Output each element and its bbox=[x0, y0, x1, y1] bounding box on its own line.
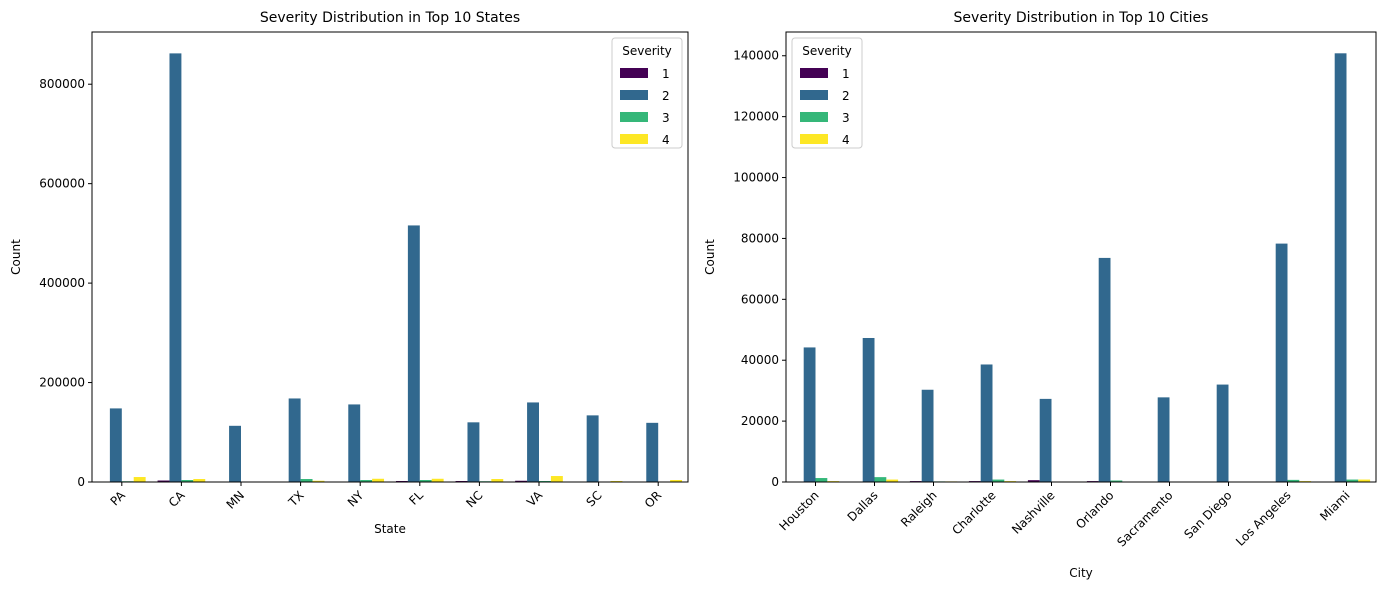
bar-miami-severity-2 bbox=[1334, 53, 1347, 483]
legend-label-severity-2: 2 bbox=[842, 89, 850, 103]
bar-or-severity-4 bbox=[670, 480, 683, 482]
bar-pa-severity-4 bbox=[133, 477, 146, 482]
states-chart: Severity Distribution in Top 10 States S… bbox=[9, 10, 689, 536]
y-tick-label: 600000 bbox=[39, 177, 85, 191]
bar-ny-severity-4 bbox=[372, 478, 385, 482]
bar-va-severity-2 bbox=[527, 402, 539, 482]
bar-ca-severity-1 bbox=[157, 480, 170, 482]
legend-swatch-severity-3 bbox=[800, 112, 828, 122]
bar-charlotte-severity-3 bbox=[992, 479, 1005, 482]
bar-or-severity-2 bbox=[646, 422, 659, 482]
bar-ny-severity-3 bbox=[360, 480, 373, 482]
y-tick-label: 0 bbox=[771, 475, 779, 489]
legend-swatch-severity-2 bbox=[620, 90, 648, 100]
y-tick-label: 80000 bbox=[741, 231, 779, 245]
legend-title: Severity bbox=[622, 44, 672, 58]
legend-label-severity-4: 4 bbox=[842, 133, 850, 147]
chart-title: Severity Distribution in Top 10 States bbox=[260, 10, 520, 26]
bar-miami-severity-3 bbox=[1346, 479, 1359, 482]
bar-nashville-severity-2 bbox=[1039, 398, 1052, 482]
y-axis-label: Count bbox=[9, 239, 23, 275]
bar-nc-severity-2 bbox=[467, 422, 480, 482]
bar-fl-severity-4 bbox=[431, 478, 444, 482]
bar-ca-severity-4 bbox=[193, 479, 206, 482]
bar-miami-severity-4 bbox=[1358, 479, 1371, 482]
bar-tx-severity-2 bbox=[288, 398, 301, 482]
legend: Severity 1 2 3 4 bbox=[791, 37, 863, 149]
y-axis-label: Count bbox=[703, 239, 717, 275]
y-tick-label: 20000 bbox=[741, 414, 779, 428]
plot-frame bbox=[91, 31, 689, 483]
legend-swatch-severity-1 bbox=[620, 68, 648, 78]
bar-ny-severity-2 bbox=[348, 404, 361, 482]
y-tick-label: 60000 bbox=[741, 292, 779, 306]
plot-frame bbox=[785, 31, 1377, 483]
bar-ca-severity-2 bbox=[169, 53, 182, 482]
y-axis-ticks: 0 20000 40000 60000 80000 100000 120000 140000 bbox=[733, 49, 786, 489]
bar-pa-severity-2 bbox=[109, 408, 122, 482]
legend-label-severity-1: 1 bbox=[662, 67, 670, 81]
bar-sc-severity-2 bbox=[586, 415, 599, 482]
bar-nc-severity-4 bbox=[491, 479, 504, 482]
bar-houston-severity-2 bbox=[803, 347, 816, 482]
y-tick-label: 140000 bbox=[733, 49, 779, 63]
bar-raleigh-severity-2 bbox=[921, 389, 934, 482]
bar-ca-severity-3 bbox=[181, 480, 194, 482]
bar-sacramento-severity-2 bbox=[1157, 397, 1170, 482]
legend-title: Severity bbox=[802, 44, 852, 58]
bar-tx-severity-3 bbox=[300, 479, 313, 482]
legend-swatch-severity-1 bbox=[800, 68, 828, 78]
y-tick-label: 40000 bbox=[741, 353, 779, 367]
bar-orlando-severity-3 bbox=[1110, 480, 1123, 482]
bar-los-angeles-severity-3 bbox=[1287, 479, 1300, 482]
bar-mn-severity-2 bbox=[229, 425, 241, 482]
bar-va-severity-4 bbox=[550, 476, 563, 482]
bar-dallas-severity-3 bbox=[874, 477, 887, 482]
legend-label-severity-2: 2 bbox=[662, 89, 670, 103]
bar-nashville-severity-1 bbox=[1027, 480, 1040, 482]
bar-san-diego-severity-2 bbox=[1216, 384, 1229, 482]
legend-swatch-severity-2 bbox=[800, 90, 828, 100]
legend-label-severity-3: 3 bbox=[842, 111, 850, 125]
chart-title: Severity Distribution in Top 10 Cities bbox=[954, 10, 1209, 26]
y-tick-label: 800000 bbox=[39, 77, 85, 91]
bar-charlotte-severity-2 bbox=[980, 364, 993, 482]
legend-label-severity-3: 3 bbox=[662, 111, 670, 125]
y-tick-label: 200000 bbox=[39, 376, 85, 390]
bar-dallas-severity-4 bbox=[886, 479, 899, 482]
legend-label-severity-4: 4 bbox=[662, 133, 670, 147]
legend-label-severity-1: 1 bbox=[842, 67, 850, 81]
bar-fl-severity-3 bbox=[419, 480, 432, 482]
bar-orlando-severity-2 bbox=[1098, 257, 1111, 482]
bar-fl-severity-2 bbox=[407, 225, 420, 482]
y-axis-ticks: 0 200000 400000 600000 800000 bbox=[39, 77, 92, 489]
bar-dallas-severity-2 bbox=[862, 337, 875, 482]
bar-houston-severity-3 bbox=[815, 478, 828, 482]
y-tick-label: 400000 bbox=[39, 276, 85, 290]
bar-va-severity-1 bbox=[515, 480, 528, 482]
x-axis-label: City bbox=[1069, 566, 1093, 580]
legend-swatch-severity-3 bbox=[620, 112, 648, 122]
bar-tx-severity-4 bbox=[312, 480, 325, 482]
legend-swatch-severity-4 bbox=[800, 134, 828, 144]
legend: Severity 1 2 3 4 bbox=[611, 37, 683, 149]
y-tick-label: 100000 bbox=[733, 171, 779, 185]
y-tick-label: 0 bbox=[77, 475, 85, 489]
bar-los-angeles-severity-2 bbox=[1275, 243, 1288, 482]
y-tick-label: 120000 bbox=[733, 110, 779, 124]
x-axis-label: State bbox=[374, 522, 406, 536]
legend-swatch-severity-4 bbox=[620, 134, 648, 144]
